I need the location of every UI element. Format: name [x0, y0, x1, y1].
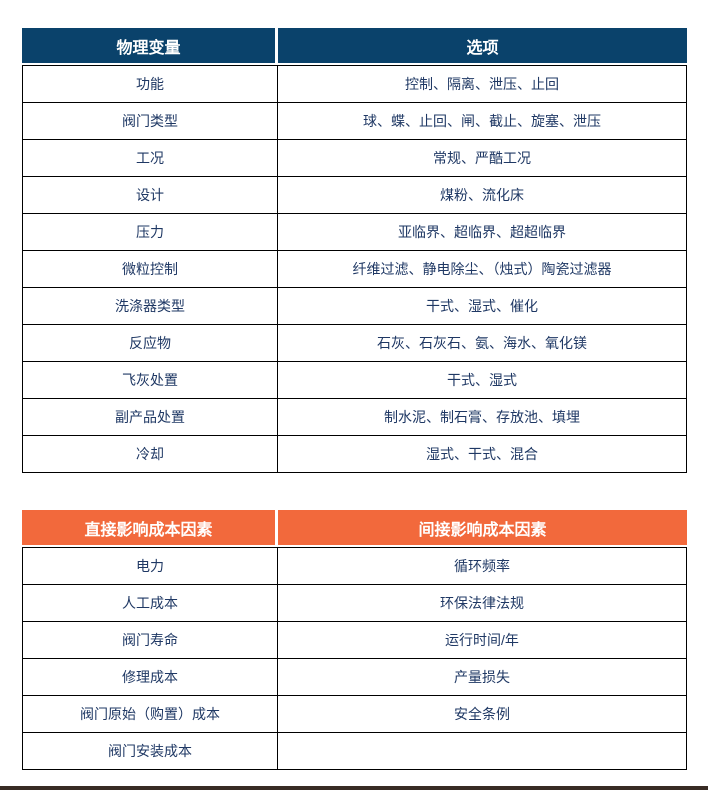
variable-cell: 修理成本 — [22, 659, 278, 696]
variable-cell: 冷却 — [22, 436, 278, 473]
variable-cell: 阀门类型 — [22, 103, 278, 140]
header-cell-options: 选项 — [278, 28, 687, 65]
page-bottom-border — [0, 786, 708, 790]
table-row: 工况 常规、严酷工况 — [22, 140, 687, 177]
table-row: 飞灰处置 干式、湿式 — [22, 362, 687, 399]
table-header-row: 物理变量 选项 — [22, 28, 687, 65]
variable-cell: 飞灰处置 — [22, 362, 278, 399]
value-cell: 制水泥、制石膏、存放池、填埋 — [278, 399, 687, 436]
value-cell: 常规、严酷工况 — [278, 140, 687, 177]
variable-cell: 设计 — [22, 177, 278, 214]
value-cell: 循环频率 — [278, 547, 687, 585]
table-row: 反应物 石灰、石灰石、氨、海水、氧化镁 — [22, 325, 687, 362]
table-row: 功能 控制、隔离、泄压、止回 — [22, 65, 687, 103]
table-row: 冷却 湿式、干式、混合 — [22, 436, 687, 473]
variable-cell: 工况 — [22, 140, 278, 177]
table-row: 压力 亚临界、超临界、超超临界 — [22, 214, 687, 251]
cost-factors-table: 直接影响成本因素 间接影响成本因素 电力 循环频率 人工成本 环保法律法规 阀门寿命 运行… — [22, 510, 687, 770]
value-cell: 干式、湿式 — [278, 362, 687, 399]
physical-variables-table: 物理变量 选项 功能 控制、隔离、泄压、止回 阀门类型 球、蝶、止回、闸、截止、旋塞、… — [22, 28, 687, 473]
value-cell: 煤粉、流化床 — [278, 177, 687, 214]
variable-cell: 阀门安装成本 — [22, 733, 278, 770]
value-cell: 纤维过滤、静电除尘、（烛式）陶瓷过滤器 — [278, 251, 687, 288]
variable-cell: 人工成本 — [22, 585, 278, 622]
table-row: 阀门原始（购置）成本 安全条例 — [22, 696, 687, 733]
variable-cell: 阀门寿命 — [22, 622, 278, 659]
variable-cell: 功能 — [22, 65, 278, 103]
value-cell: 环保法律法规 — [278, 585, 687, 622]
table-row: 阀门类型 球、蝶、止回、闸、截止、旋塞、泄压 — [22, 103, 687, 140]
value-cell: 球、蝶、止回、闸、截止、旋塞、泄压 — [278, 103, 687, 140]
value-cell: 控制、隔离、泄压、止回 — [278, 65, 687, 103]
table-row: 阀门寿命 运行时间/年 — [22, 622, 687, 659]
table-row: 人工成本 环保法律法规 — [22, 585, 687, 622]
table-row: 电力 循环频率 — [22, 547, 687, 585]
variable-cell: 压力 — [22, 214, 278, 251]
value-cell: 石灰、石灰石、氨、海水、氧化镁 — [278, 325, 687, 362]
variable-cell: 反应物 — [22, 325, 278, 362]
table-row: 微粒控制 纤维过滤、静电除尘、（烛式）陶瓷过滤器 — [22, 251, 687, 288]
table-row: 阀门安装成本 — [22, 733, 687, 770]
table-row: 设计 煤粉、流化床 — [22, 177, 687, 214]
value-cell: 产量损失 — [278, 659, 687, 696]
variable-cell: 电力 — [22, 547, 278, 585]
value-cell: 运行时间/年 — [278, 622, 687, 659]
variable-cell: 副产品处置 — [22, 399, 278, 436]
value-cell: 亚临界、超临界、超超临界 — [278, 214, 687, 251]
value-cell: 湿式、干式、混合 — [278, 436, 687, 473]
table-row: 副产品处置 制水泥、制石膏、存放池、填埋 — [22, 399, 687, 436]
value-cell — [278, 733, 687, 770]
variable-cell: 洗涤器类型 — [22, 288, 278, 325]
header-cell-direct-cost-factors: 直接影响成本因素 — [22, 510, 278, 547]
header-cell-physical-variable: 物理变量 — [22, 28, 278, 65]
table-row: 洗涤器类型 干式、湿式、催化 — [22, 288, 687, 325]
header-cell-indirect-cost-factors: 间接影响成本因素 — [278, 510, 687, 547]
table-row: 修理成本 产量损失 — [22, 659, 687, 696]
table-header-row: 直接影响成本因素 间接影响成本因素 — [22, 510, 687, 547]
variable-cell: 微粒控制 — [22, 251, 278, 288]
variable-cell: 阀门原始（购置）成本 — [22, 696, 278, 733]
cost-factors-table-body: 电力 循环频率 人工成本 环保法律法规 阀门寿命 运行时间/年 修理成本 产量损失 阀门原始（购… — [22, 547, 687, 770]
value-cell: 干式、湿式、催化 — [278, 288, 687, 325]
physical-variables-table-body: 功能 控制、隔离、泄压、止回 阀门类型 球、蝶、止回、闸、截止、旋塞、泄压 工况 常规、严… — [22, 65, 687, 473]
value-cell: 安全条例 — [278, 696, 687, 733]
